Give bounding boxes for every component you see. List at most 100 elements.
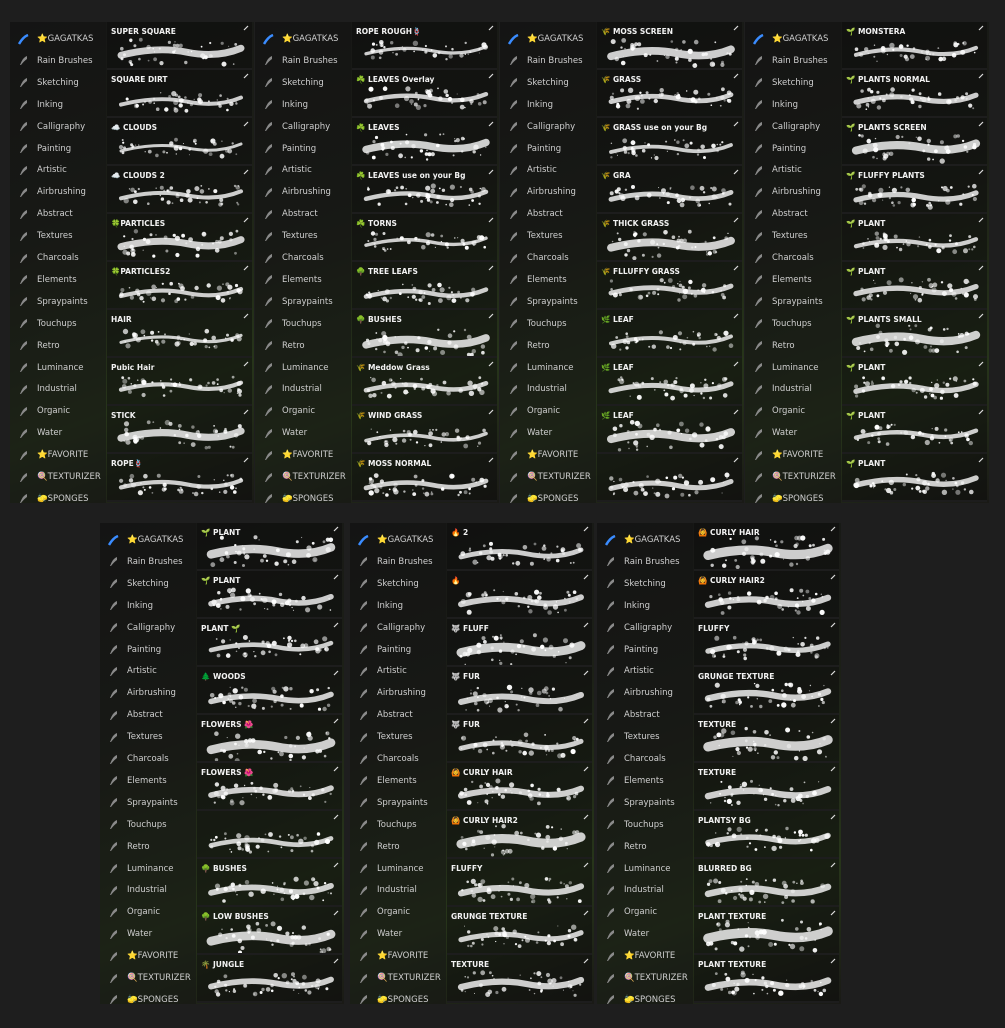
sidebar-item[interactable]: Rain Brushes <box>745 50 841 72</box>
sidebar-item[interactable]: ⭐FAVORITE <box>350 945 446 967</box>
sidebar-item[interactable]: ⭐FAVORITE <box>597 945 693 967</box>
sidebar-item[interactable]: Inking <box>500 94 596 116</box>
sidebar-item[interactable]: Retro <box>10 335 106 357</box>
sidebar-item[interactable]: Water <box>255 422 351 444</box>
brush-item[interactable]: 🌱 PLANT <box>197 523 342 571</box>
sidebar-item[interactable]: Touchups <box>100 814 196 836</box>
sidebar-item[interactable]: Airbrushing <box>597 682 693 704</box>
sidebar-item[interactable]: ⭐GAGATKAS <box>745 28 841 50</box>
sidebar-item[interactable]: Water <box>10 422 106 444</box>
sidebar-item[interactable]: Abstract <box>10 203 106 225</box>
sidebar-item[interactable]: Luminance <box>255 357 351 379</box>
sidebar-item[interactable]: 🧽SPONGES <box>255 488 351 503</box>
brush-item[interactable]: ☘️ TORNS <box>352 214 497 262</box>
sidebar-item[interactable]: Charcoals <box>100 748 196 770</box>
sidebar-item[interactable]: Abstract <box>100 704 196 726</box>
brush-item[interactable]: 🔥 2 <box>447 523 592 571</box>
sidebar-item[interactable]: Airbrushing <box>10 181 106 203</box>
sidebar-item[interactable]: Industrial <box>255 378 351 400</box>
sidebar-item[interactable]: Elements <box>745 269 841 291</box>
brush-item[interactable]: 🌾 FLLUFFY GRASS <box>597 262 742 310</box>
brush-item[interactable]: TEXTURE <box>447 955 592 1003</box>
sidebar-item[interactable]: 🧽SPONGES <box>500 488 596 503</box>
sidebar-item[interactable]: ⭐GAGATKAS <box>10 28 106 50</box>
sidebar-item[interactable]: Artistic <box>350 660 446 682</box>
sidebar-item[interactable]: Abstract <box>350 704 446 726</box>
brush-item[interactable]: 🌱 PLANT <box>842 406 987 454</box>
sidebar-item[interactable]: Spraypaints <box>500 291 596 313</box>
sidebar-item[interactable]: Sketching <box>500 72 596 94</box>
sidebar-item[interactable]: Charcoals <box>500 247 596 269</box>
sidebar-item[interactable]: Rain Brushes <box>100 551 196 573</box>
brush-item[interactable]: 🌾 MOSS SCREEN <box>597 22 742 70</box>
brush-item[interactable]: 🌲 WOODS <box>197 667 342 715</box>
brush-item[interactable]: 🌱 PLANT <box>197 571 342 619</box>
sidebar-item[interactable]: Airbrushing <box>100 682 196 704</box>
sidebar-item[interactable]: Touchups <box>350 814 446 836</box>
sidebar-item[interactable]: Water <box>100 923 196 945</box>
sidebar-item[interactable]: Artistic <box>10 159 106 181</box>
sidebar-item[interactable]: Spraypaints <box>350 792 446 814</box>
sidebar-item[interactable]: ⭐FAVORITE <box>255 444 351 466</box>
sidebar-item[interactable]: Organic <box>255 400 351 422</box>
sidebar-item[interactable]: 🧽SPONGES <box>350 989 446 1004</box>
sidebar-item[interactable]: Artistic <box>597 660 693 682</box>
brush-item[interactable]: GRUNGE TEXTURE <box>694 667 839 715</box>
brush-item[interactable]: 🐺 FUR <box>447 667 592 715</box>
sidebar-item[interactable]: Elements <box>500 269 596 291</box>
brush-item[interactable]: 🐺 FLUFF <box>447 619 592 667</box>
sidebar-item[interactable]: 🧽SPONGES <box>10 488 106 503</box>
sidebar-item[interactable]: Touchups <box>10 313 106 335</box>
sidebar-item[interactable]: Organic <box>350 901 446 923</box>
sidebar-item[interactable]: Charcoals <box>597 748 693 770</box>
brush-item[interactable]: ROPE ROUGH🪢 <box>352 22 497 70</box>
brush-item[interactable] <box>597 454 742 502</box>
brush-item[interactable]: 🌾 THICK GRASS <box>597 214 742 262</box>
sidebar-item[interactable]: 🍭TEXTURIZER <box>10 466 106 488</box>
sidebar-item[interactable]: Industrial <box>100 879 196 901</box>
sidebar-item[interactable]: Retro <box>745 335 841 357</box>
brush-item[interactable]: GRUNGE TEXTURE <box>447 907 592 955</box>
brush-item[interactable]: 🍀PARTICLES <box>107 214 252 262</box>
sidebar-item[interactable]: Luminance <box>10 357 106 379</box>
sidebar-item[interactable]: Airbrushing <box>350 682 446 704</box>
brush-item[interactable]: 🔥 <box>447 571 592 619</box>
brush-item[interactable]: 🌴 JUNGLE <box>197 955 342 1003</box>
brush-item[interactable]: PLANT 🌱 <box>197 619 342 667</box>
brush-item[interactable]: 🌳 BUSHES <box>352 310 497 358</box>
sidebar-item[interactable]: Water <box>597 923 693 945</box>
sidebar-item[interactable]: Sketching <box>597 573 693 595</box>
sidebar-item[interactable]: Touchups <box>745 313 841 335</box>
sidebar-item[interactable]: Industrial <box>597 879 693 901</box>
sidebar-item[interactable]: Elements <box>255 269 351 291</box>
sidebar-item[interactable]: Textures <box>100 726 196 748</box>
brush-item[interactable]: 🌱 PLANT <box>842 262 987 310</box>
sidebar-item[interactable]: ⭐GAGATKAS <box>350 529 446 551</box>
brush-item[interactable]: 🐺 FUR <box>447 715 592 763</box>
sidebar-item[interactable]: Abstract <box>745 203 841 225</box>
sidebar-item[interactable]: Inking <box>350 595 446 617</box>
sidebar-item[interactable]: Calligraphy <box>255 116 351 138</box>
brush-item[interactable]: 🌱 PLANT <box>842 358 987 406</box>
sidebar-item[interactable]: Touchups <box>500 313 596 335</box>
sidebar-item[interactable]: ⭐GAGATKAS <box>255 28 351 50</box>
sidebar-item[interactable]: Industrial <box>350 879 446 901</box>
sidebar-item[interactable]: Organic <box>100 901 196 923</box>
sidebar-item[interactable]: Organic <box>500 400 596 422</box>
sidebar-item[interactable]: Artistic <box>745 159 841 181</box>
brush-item[interactable]: 🌱 MONSTERA <box>842 22 987 70</box>
sidebar-item[interactable]: Painting <box>255 138 351 160</box>
sidebar-item[interactable]: Abstract <box>255 203 351 225</box>
sidebar-item[interactable]: Industrial <box>10 378 106 400</box>
sidebar-item[interactable]: Retro <box>500 335 596 357</box>
sidebar-item[interactable]: Touchups <box>597 814 693 836</box>
brush-item[interactable]: 🌳 TREE LEAFS <box>352 262 497 310</box>
sidebar-item[interactable]: Luminance <box>350 858 446 880</box>
sidebar-item[interactable]: Touchups <box>255 313 351 335</box>
sidebar-item[interactable]: Abstract <box>500 203 596 225</box>
brush-item[interactable]: 🌿 LEAF <box>597 358 742 406</box>
sidebar-item[interactable]: Painting <box>100 639 196 661</box>
sidebar-item[interactable]: Elements <box>350 770 446 792</box>
sidebar-item[interactable]: Sketching <box>100 573 196 595</box>
brush-item[interactable]: PLANTSY BG <box>694 811 839 859</box>
